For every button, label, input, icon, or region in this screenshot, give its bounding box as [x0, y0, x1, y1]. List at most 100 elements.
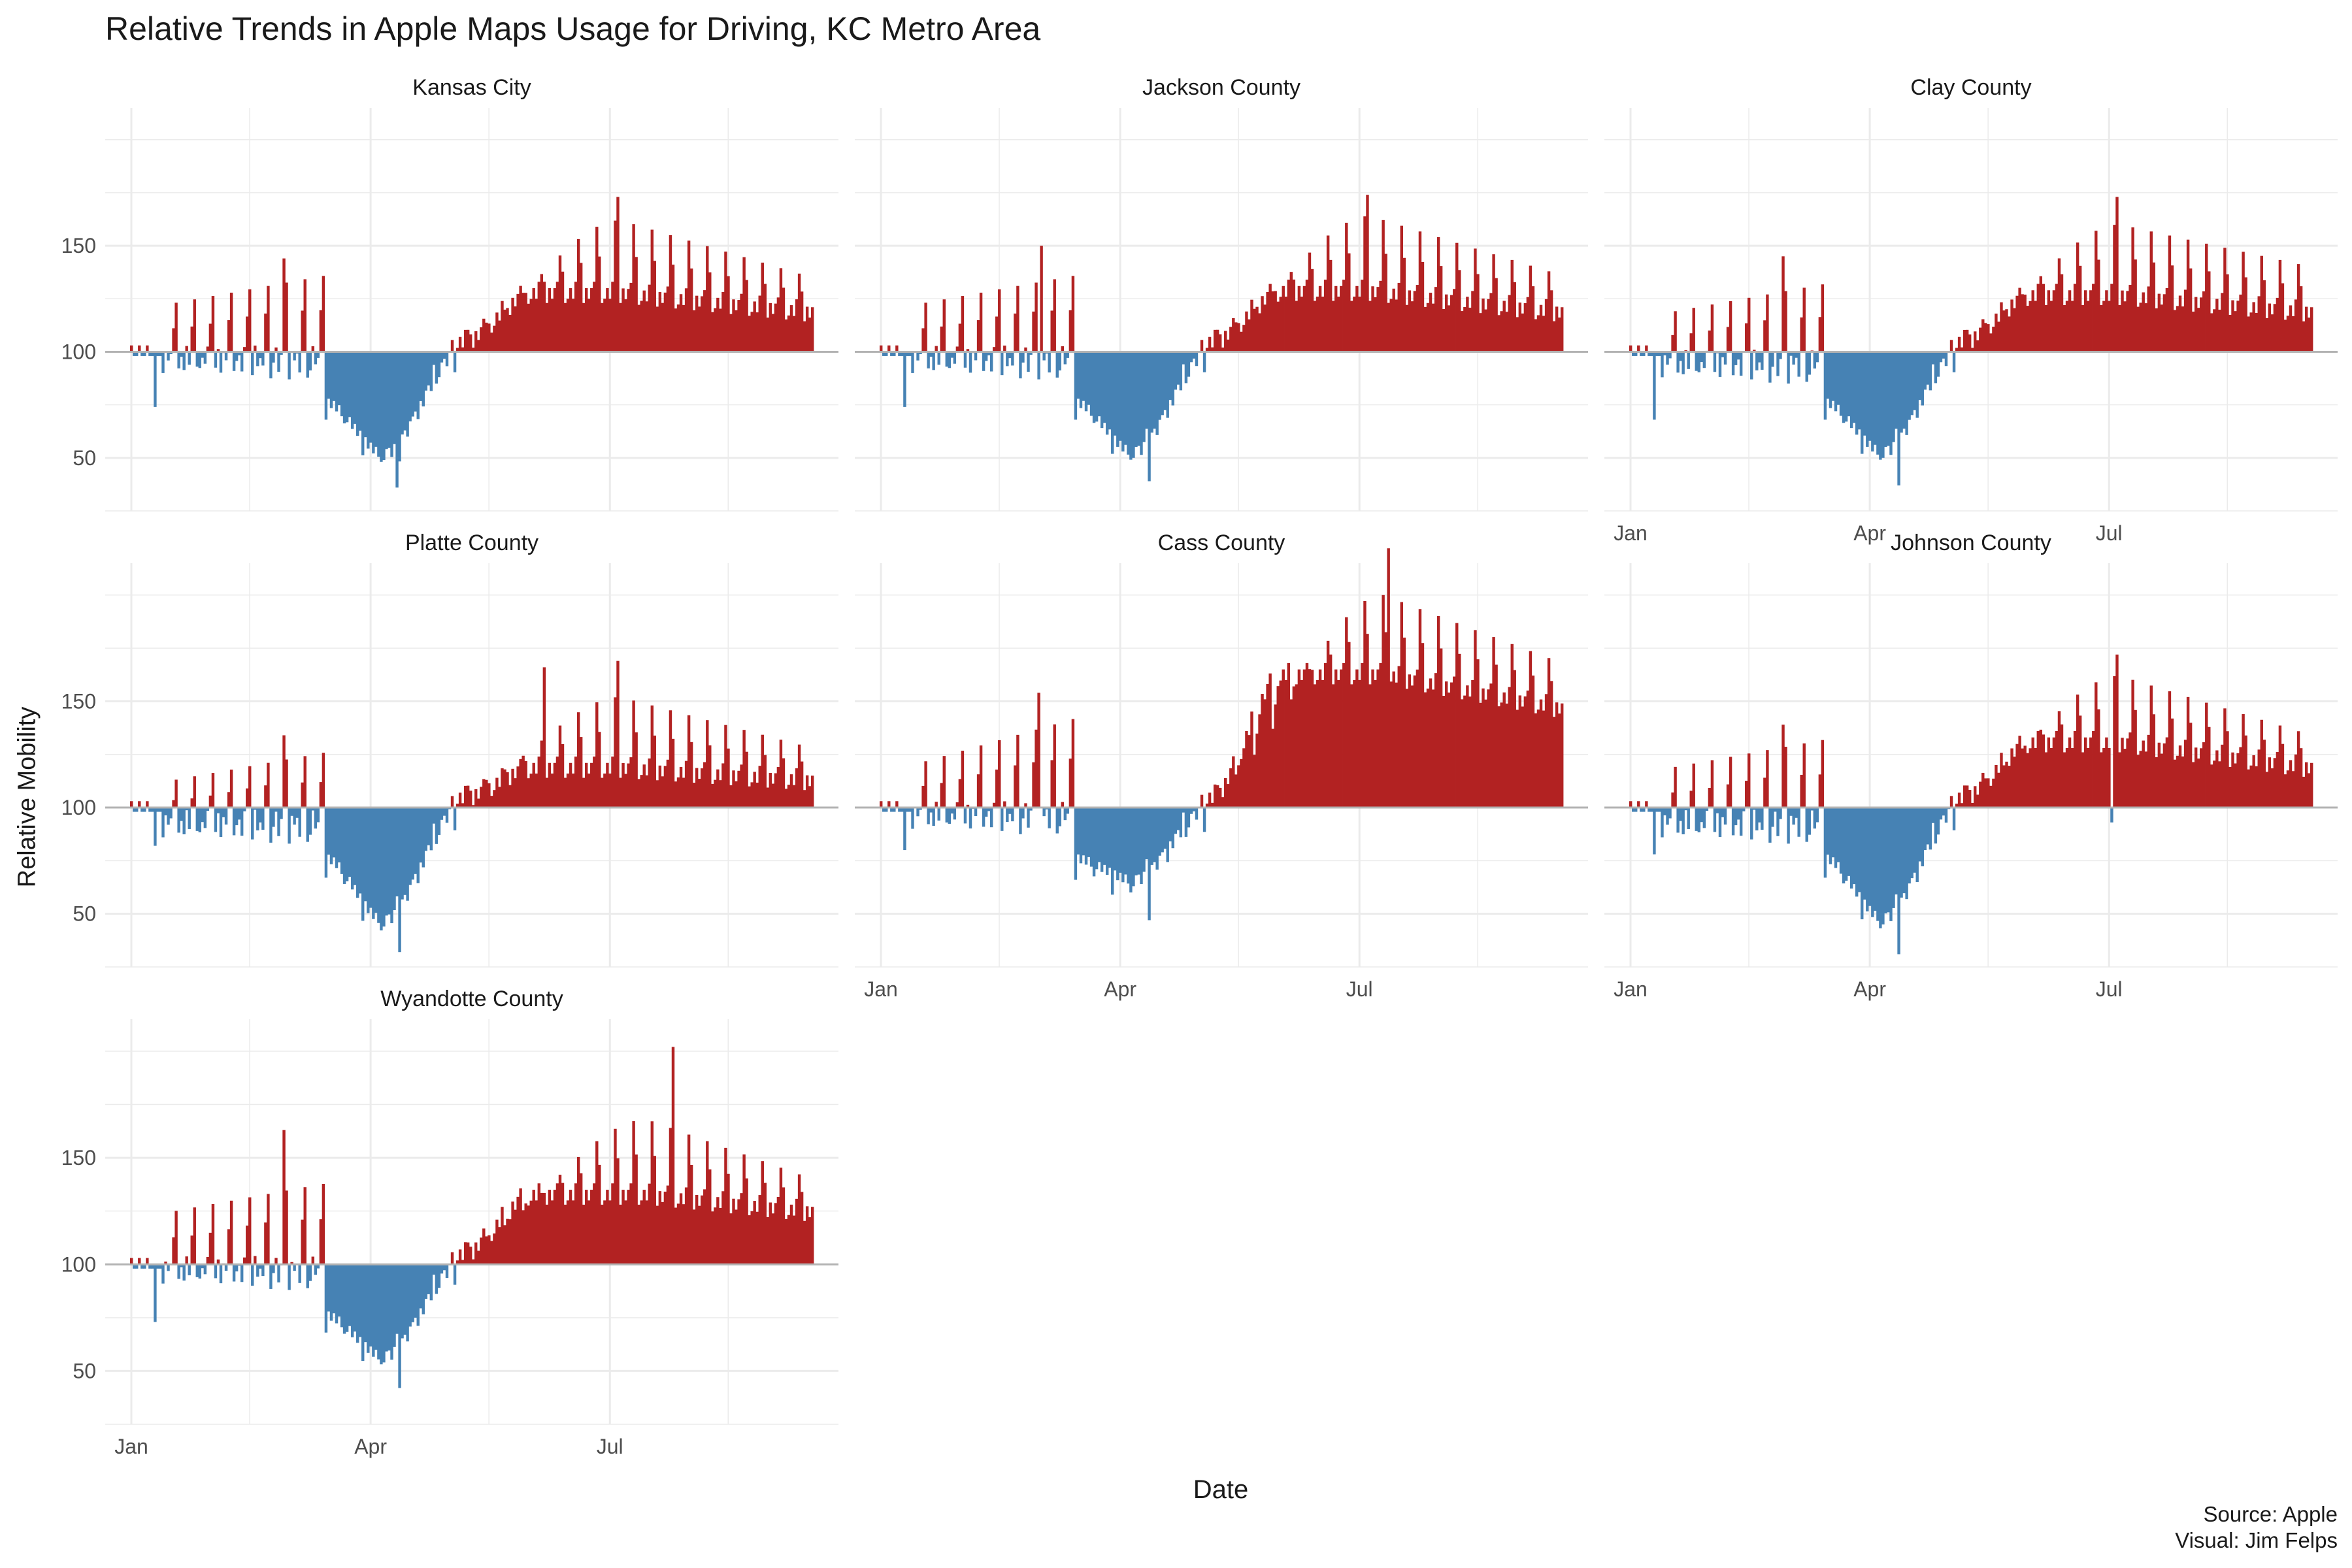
bar — [2060, 274, 2064, 352]
bar — [1974, 786, 1977, 808]
bar — [621, 1190, 625, 1265]
bar — [676, 304, 680, 352]
bar — [1313, 684, 1317, 808]
bar — [706, 1141, 709, 1265]
bar — [542, 1192, 546, 1265]
bar — [2221, 744, 2224, 808]
bar — [469, 791, 472, 808]
bar — [1536, 315, 1540, 352]
bar — [593, 756, 596, 808]
bar — [458, 792, 462, 808]
bar — [133, 808, 136, 812]
bar — [635, 732, 638, 808]
bar — [1453, 289, 1456, 352]
bar — [2181, 306, 2185, 352]
bar — [269, 1264, 273, 1289]
x-tick-label: Jan — [864, 977, 898, 1001]
bar — [1429, 293, 1433, 352]
bar — [953, 808, 957, 820]
bar — [898, 808, 901, 812]
bar — [1648, 808, 1651, 812]
bar — [1001, 808, 1004, 831]
bar — [1497, 315, 1500, 352]
bar — [755, 312, 759, 352]
bar — [1949, 796, 1953, 808]
bar — [1736, 351, 1740, 360]
bar — [1663, 808, 1666, 815]
bar — [745, 280, 748, 352]
bar — [1768, 808, 1772, 843]
bar — [1902, 808, 1906, 894]
bar — [235, 808, 239, 826]
bar — [146, 1258, 149, 1265]
bar — [1061, 802, 1065, 808]
bar — [969, 351, 972, 373]
bar — [342, 1264, 346, 1334]
bar — [595, 1141, 599, 1265]
bar — [766, 318, 770, 352]
bar — [2255, 766, 2258, 808]
bar — [1255, 306, 1259, 352]
bar — [1852, 351, 1856, 423]
bar — [135, 1264, 139, 1269]
bar — [671, 1047, 675, 1265]
bar — [945, 351, 948, 367]
bar — [885, 808, 888, 812]
bar — [508, 785, 512, 808]
bar — [135, 351, 139, 356]
bar — [2005, 761, 2008, 808]
bar — [232, 351, 236, 371]
bar — [1334, 286, 1338, 352]
bar — [1487, 299, 1490, 352]
bar — [1455, 242, 1459, 352]
bar — [2097, 709, 2100, 808]
bar — [1634, 351, 1638, 356]
bar — [637, 1204, 640, 1265]
y-tick-label: 50 — [73, 902, 96, 926]
bar — [1187, 351, 1191, 377]
bar — [164, 808, 167, 815]
bar — [729, 785, 733, 808]
bar — [511, 1201, 514, 1265]
bar — [1745, 781, 1748, 808]
bar — [1095, 351, 1099, 422]
bar — [1089, 351, 1093, 416]
bar — [340, 1264, 344, 1328]
bar — [2042, 734, 2046, 808]
bar — [274, 808, 278, 812]
bar — [1705, 808, 1709, 811]
bar — [219, 351, 223, 373]
bar — [619, 1204, 622, 1265]
bar — [2200, 297, 2203, 352]
bar — [143, 351, 146, 356]
bar — [2291, 316, 2295, 352]
bar — [2202, 291, 2206, 352]
bar — [1366, 634, 1369, 808]
bar — [579, 737, 583, 808]
bar — [1237, 323, 1240, 352]
bar — [2189, 268, 2193, 352]
bar — [1784, 746, 1787, 808]
x-tick-label: Apr — [1104, 977, 1136, 1001]
bar — [606, 762, 609, 808]
bar — [295, 808, 299, 818]
bar — [2289, 760, 2293, 808]
bar — [982, 808, 986, 827]
bar — [1055, 351, 1059, 378]
bar — [503, 769, 506, 808]
bar — [1823, 808, 1827, 878]
bar — [1129, 351, 1133, 460]
bar — [327, 808, 331, 855]
bar — [1821, 740, 1825, 808]
bar — [203, 808, 207, 828]
bar — [2118, 305, 2121, 352]
bar — [1087, 808, 1091, 857]
bar — [2023, 294, 2027, 352]
bar — [1797, 808, 1800, 837]
bar — [322, 1184, 325, 1265]
bar — [608, 299, 612, 352]
bar — [1826, 808, 1830, 855]
bar — [1482, 688, 1485, 808]
bar — [1397, 666, 1400, 808]
bar — [472, 1259, 475, 1265]
